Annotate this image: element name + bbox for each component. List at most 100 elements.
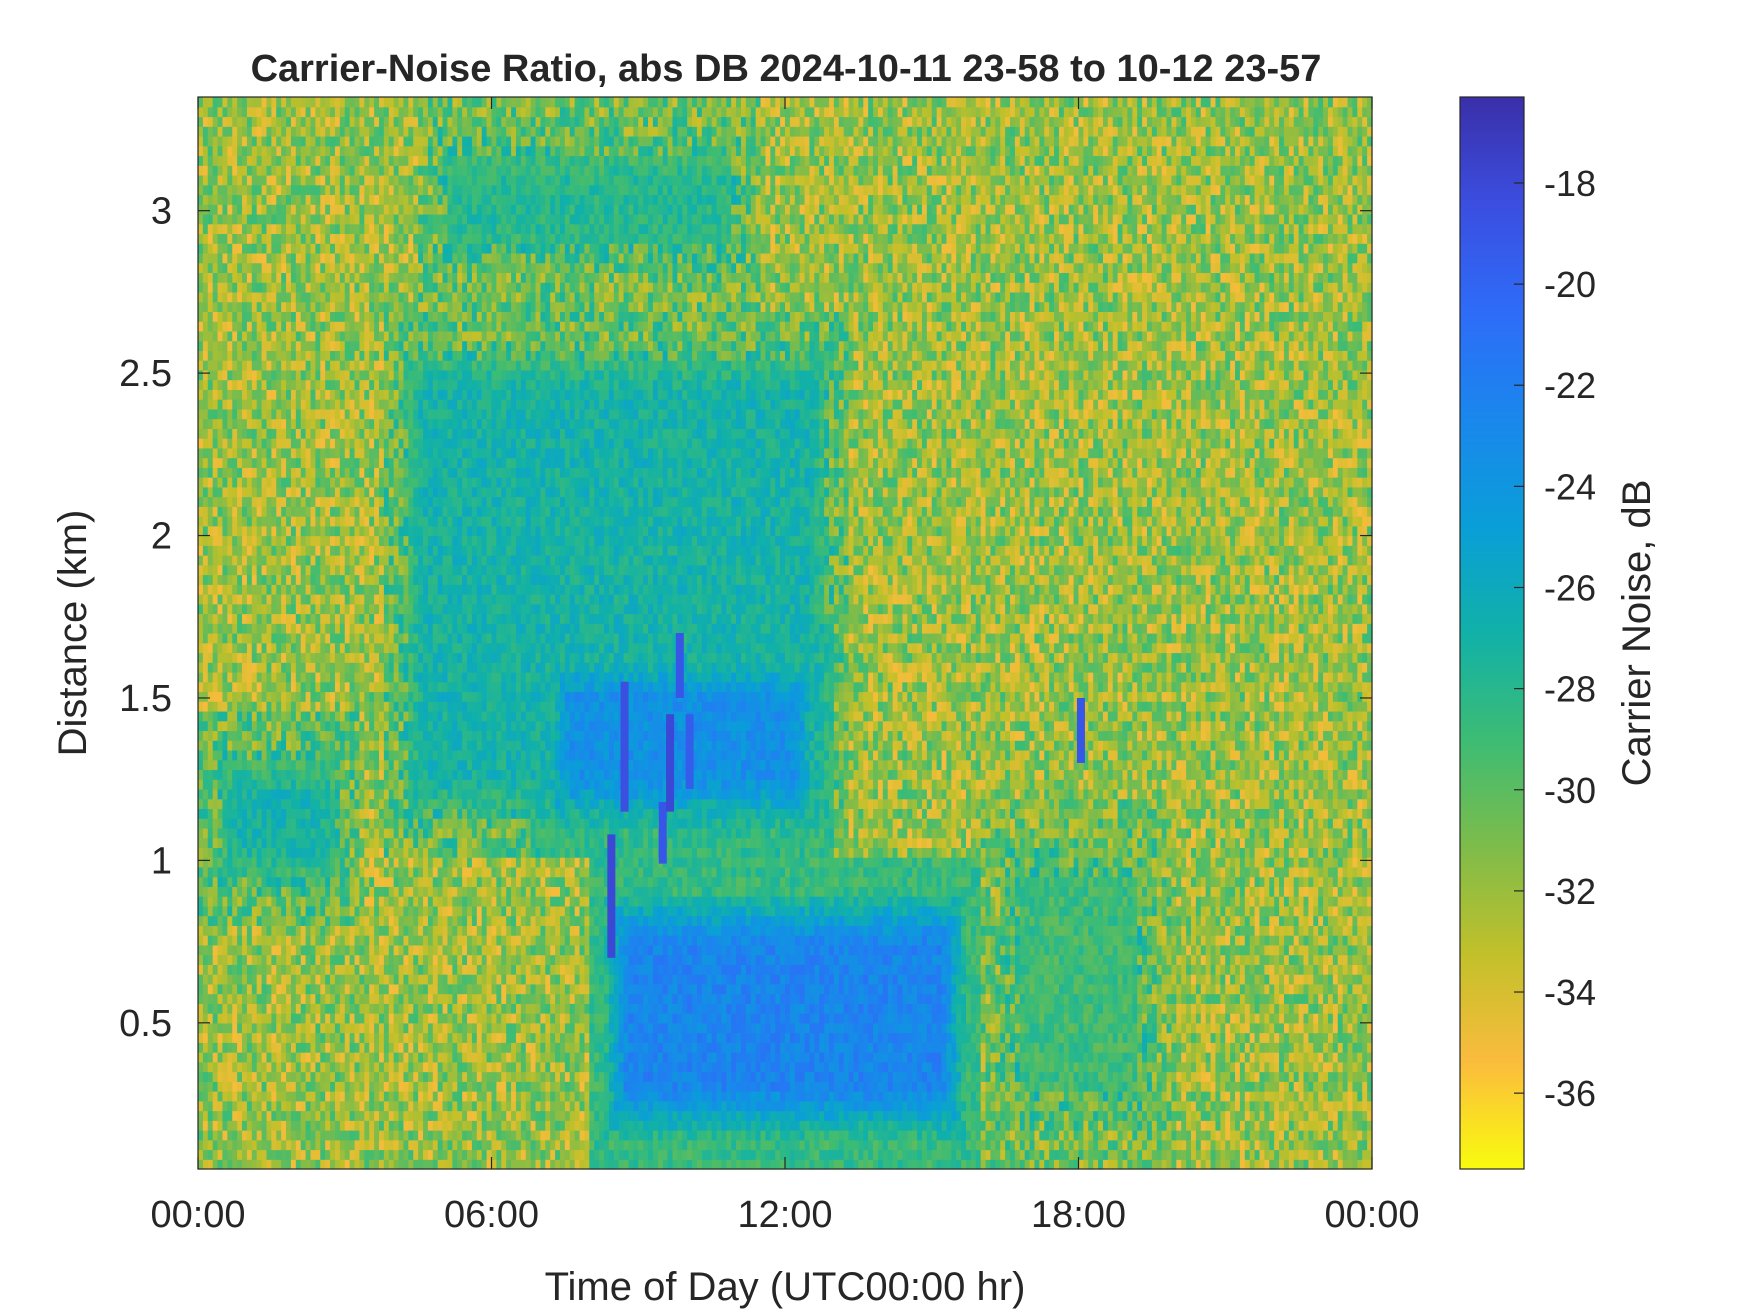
heatmap-cell [281,877,286,887]
heatmap-cell [330,652,335,662]
heatmap-cell [350,1150,355,1160]
heatmap-cell [335,1023,340,1033]
heatmap-cell [335,194,340,204]
heatmap-cell [418,896,423,906]
heatmap-cell [355,263,360,273]
heatmap-cell [276,643,281,653]
heatmap-cell [198,370,203,380]
heatmap-cell [203,828,208,838]
heatmap-cell [403,847,408,857]
heatmap-cell [340,341,345,351]
heatmap-cell [374,1003,379,1013]
heatmap-cell [198,1033,203,1043]
heatmap-cell [311,896,316,906]
heatmap-cell [335,536,340,546]
heatmap-cell [222,292,227,302]
heatmap-cell [271,682,276,692]
heatmap-cell [227,175,232,185]
heatmap-cell [311,711,316,721]
heatmap-cell [374,896,379,906]
heatmap-cell [257,428,262,438]
heatmap-cell [345,1130,350,1140]
heatmap-cell [413,477,418,487]
heatmap-cell [359,419,364,429]
heatmap-cell [359,828,364,838]
heatmap-cell [218,1111,223,1121]
heatmap-cell [413,886,418,896]
heatmap-cell [320,1033,325,1043]
heatmap-cell [345,136,350,146]
heatmap-cell [257,779,262,789]
heatmap-cell [227,1062,232,1072]
heatmap-cell [252,555,257,565]
heatmap-cell [227,760,232,770]
heatmap-cell [399,555,404,565]
heatmap-cell [247,224,252,234]
heatmap-cell [394,350,399,360]
heatmap-cell [413,536,418,546]
heatmap-cell [355,224,360,234]
heatmap-cell [311,194,316,204]
heatmap-cell [242,448,247,458]
heatmap-cell [350,536,355,546]
heatmap-cell [247,545,252,555]
heatmap-cell [315,847,320,857]
heatmap-cell [213,799,218,809]
heatmap-cell [320,467,325,477]
heatmap-cell [350,711,355,721]
heatmap-cell [384,964,389,974]
heatmap-cell [384,360,389,370]
heatmap-cell [227,565,232,575]
heatmap-cell [247,107,252,117]
heatmap-cell [247,1120,252,1130]
heatmap-cell [242,175,247,185]
heatmap-cell [227,536,232,546]
heatmap-cell [418,886,423,896]
heatmap-cell [227,419,232,429]
heatmap-cell [320,584,325,594]
heatmap-cell [227,331,232,341]
heatmap-cell [355,1091,360,1101]
heatmap-cell [222,584,227,594]
heatmap-cell [198,458,203,468]
heatmap-cell [320,750,325,760]
heatmap-cell [252,545,257,555]
heatmap-cell [306,906,311,916]
heatmap-cell [330,1091,335,1101]
heatmap-cell [262,1003,267,1013]
heatmap-cell [232,214,237,224]
heatmap-cell [340,165,345,175]
heatmap-cell [389,623,394,633]
heatmap-cell [374,672,379,682]
heatmap-cell [262,1033,267,1043]
heatmap-cell [359,282,364,292]
heatmap-cell [408,321,413,331]
heatmap-cell [306,126,311,136]
heatmap-cell [399,253,404,263]
heatmap-cell [237,263,242,273]
heatmap-cell [266,1081,271,1091]
heatmap-cell [340,721,345,731]
heatmap-cell [218,867,223,877]
heatmap-cell [355,116,360,126]
heatmap-cell [355,1023,360,1033]
heatmap-cell [355,497,360,507]
heatmap-cell [222,1062,227,1072]
heatmap-cell [266,867,271,877]
heatmap-cell [296,935,301,945]
heatmap-cell [359,292,364,302]
heatmap-cell [330,497,335,507]
heatmap-cell [291,253,296,263]
heatmap-cell [306,701,311,711]
heatmap-cell [262,789,267,799]
heatmap-cell [359,1062,364,1072]
heatmap-cell [340,419,345,429]
heatmap-cell [311,1023,316,1033]
heatmap-cell [384,769,389,779]
heatmap-cell [237,458,242,468]
heatmap-cell [384,1130,389,1140]
heatmap-cell [315,750,320,760]
heatmap-cell [213,497,218,507]
heatmap-cell [222,964,227,974]
heatmap-cell [237,662,242,672]
